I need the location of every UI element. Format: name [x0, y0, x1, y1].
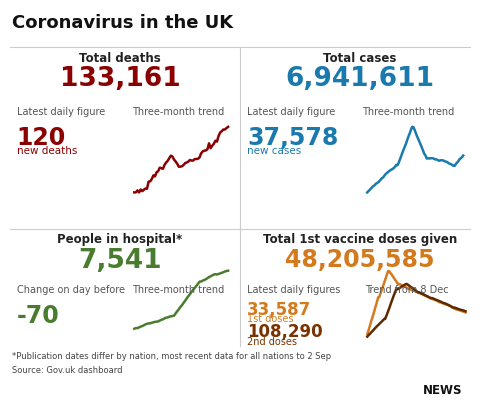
- Text: People in hospital*: People in hospital*: [58, 233, 182, 246]
- Text: Total deaths: Total deaths: [79, 52, 161, 65]
- Text: NEWS: NEWS: [423, 384, 463, 397]
- Text: Total 1st vaccine doses given: Total 1st vaccine doses given: [263, 233, 457, 246]
- Text: Latest daily figure: Latest daily figure: [247, 107, 336, 117]
- Text: new cases: new cases: [247, 146, 301, 156]
- Text: Total cases: Total cases: [324, 52, 396, 65]
- Text: *Publication dates differ by nation, most recent data for all nations to 2 Sep: *Publication dates differ by nation, mos…: [12, 352, 331, 361]
- Text: 48,205,585: 48,205,585: [285, 248, 435, 272]
- Text: 120: 120: [17, 126, 66, 150]
- Text: Three-month trend: Three-month trend: [362, 107, 455, 117]
- Text: Trend from 8 Dec: Trend from 8 Dec: [365, 285, 448, 295]
- Text: 133,161: 133,161: [60, 66, 180, 92]
- Text: Latest daily figure: Latest daily figure: [17, 107, 105, 117]
- Text: new deaths: new deaths: [17, 146, 77, 156]
- Text: -70: -70: [17, 304, 60, 328]
- Text: Three-month trend: Three-month trend: [132, 285, 224, 295]
- Text: 2nd doses: 2nd doses: [247, 337, 297, 346]
- Text: 37,578: 37,578: [247, 126, 338, 150]
- Text: Change on day before: Change on day before: [17, 285, 125, 295]
- Text: BBC: BBC: [375, 386, 402, 399]
- Text: Source: Gov.uk dashboard: Source: Gov.uk dashboard: [12, 366, 122, 375]
- Text: 6,941,611: 6,941,611: [286, 66, 434, 92]
- Text: 1st doses: 1st doses: [247, 314, 294, 324]
- Text: 7,541: 7,541: [78, 248, 162, 274]
- Text: 33,587: 33,587: [247, 301, 312, 319]
- Text: Latest daily figures: Latest daily figures: [247, 285, 341, 295]
- Text: Coronavirus in the UK: Coronavirus in the UK: [12, 14, 233, 33]
- Text: Three-month trend: Three-month trend: [132, 107, 224, 117]
- Text: 108,290: 108,290: [247, 323, 323, 342]
